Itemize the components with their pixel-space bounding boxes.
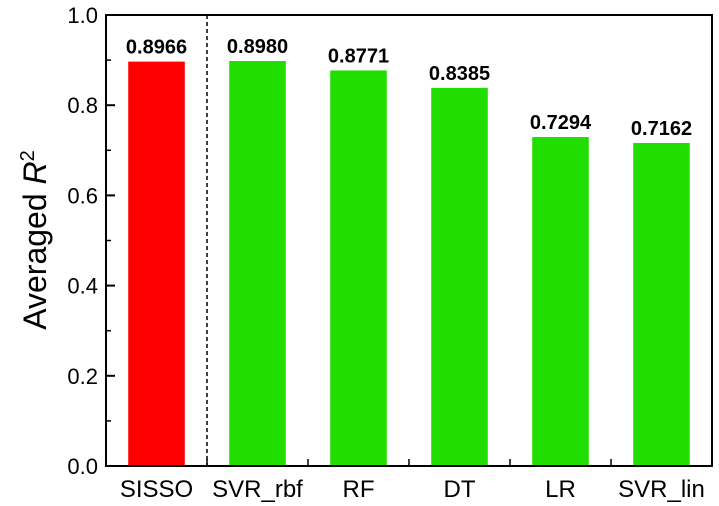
- plot-frame: [105, 14, 713, 467]
- x-tick-label-sisso: SISSO: [120, 476, 193, 503]
- x-tick-label-dt: DT: [444, 476, 476, 503]
- x-tick-label-lr: LR: [545, 476, 576, 503]
- axes-layer: SISSO SVR_rbf RF DT LR SVR_lin 0.0 0.2 0.4 0.6 0.8…: [67, 3, 713, 503]
- x-tick-label-rf: RF: [343, 476, 375, 503]
- bar-sisso: [128, 61, 185, 467]
- y-axis-title-variable: R: [17, 161, 53, 184]
- bar-dt: [431, 87, 488, 467]
- y-tick-label: 1.0: [67, 3, 98, 28]
- y-axis-title: Averaged R2: [17, 150, 53, 330]
- value-label-dt: 0.8385: [429, 63, 490, 85]
- value-label-svr-lin: 0.7162: [631, 118, 692, 140]
- y-tick-label: 0.0: [67, 454, 98, 479]
- y-axis-title-prefix: Averaged: [17, 184, 53, 329]
- value-label-svr-rbf: 0.8980: [227, 36, 288, 58]
- value-label-sisso: 0.8966: [126, 37, 187, 59]
- bar-svr-rbf: [229, 61, 286, 466]
- bar-lr: [532, 137, 589, 467]
- x-tick-label-svr-lin: SVR_lin: [618, 476, 705, 503]
- y-axis-title-superscript: 2: [17, 150, 39, 161]
- bars-layer: [128, 61, 690, 467]
- y-tick-label: 0.6: [67, 183, 98, 208]
- y-tick-label: 0.4: [67, 274, 98, 299]
- x-tick-label-svr-rbf: SVR_rbf: [212, 476, 303, 503]
- value-label-lr: 0.7294: [530, 112, 592, 134]
- y-tick-label: 0.8: [67, 93, 98, 118]
- bar-svr-lin: [633, 142, 690, 466]
- value-label-rf: 0.8771: [328, 45, 389, 67]
- y-tick-label: 0.2: [67, 364, 98, 389]
- value-labels-layer: 0.8966 0.8980 0.8771 0.8385 0.7294 0.7162: [126, 36, 692, 140]
- bar-rf: [330, 70, 387, 466]
